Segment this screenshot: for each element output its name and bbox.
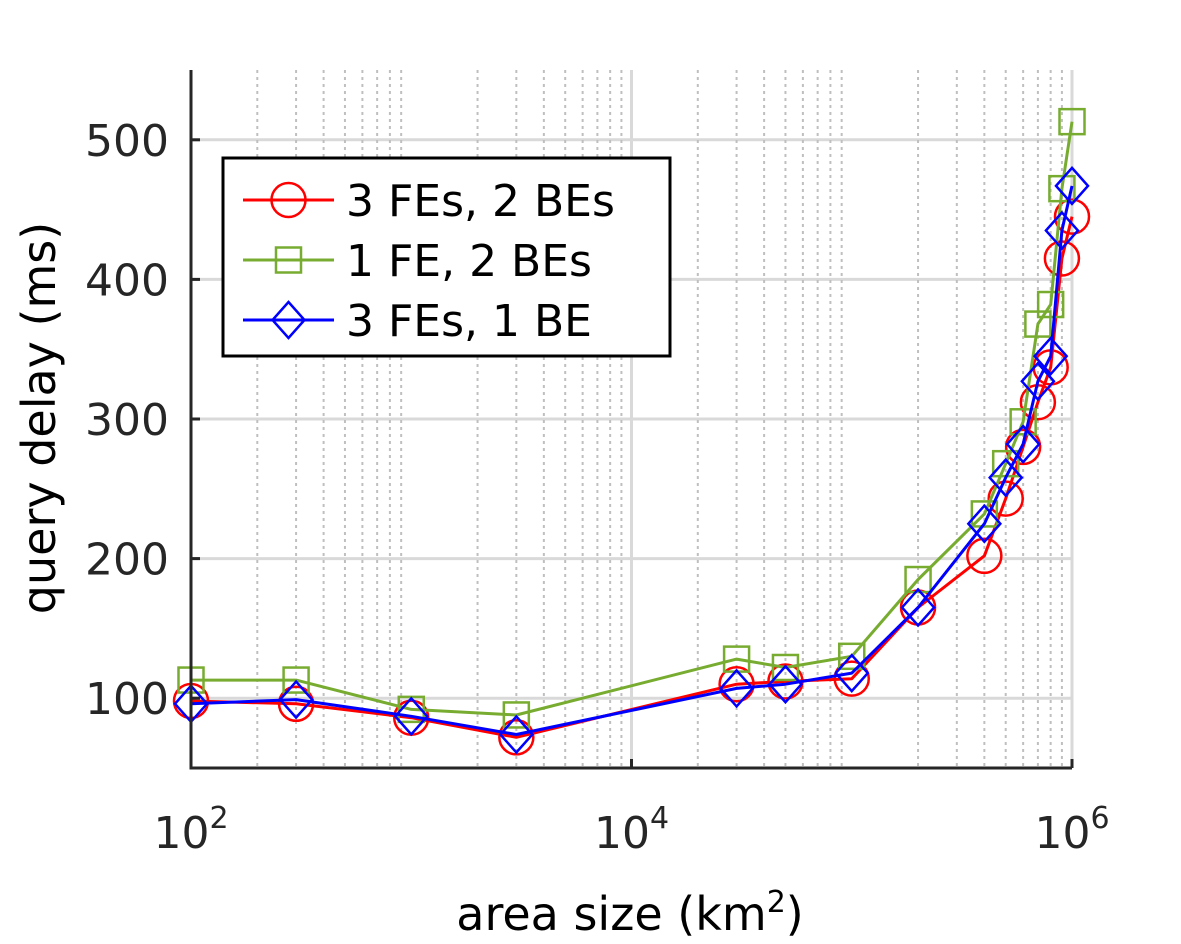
data-point-circle [987,480,1024,517]
legend-label: 3 FEs, 1 BE [346,296,592,347]
x-tick-label: 104 [594,801,669,859]
data-point-circle [270,181,307,219]
legend: 3 FEs, 2 BEs 1 FE, 2 BEs 3 FEs, 1 BE [221,156,672,358]
data-point-square [274,246,303,274]
legend-entry: 3 FEs, 1 BE [243,296,592,347]
series-3 [173,165,1090,755]
series-layer [172,107,1091,756]
grid [189,70,1074,768]
data-point-square [502,701,531,729]
data-point-diamond [270,300,307,340]
data-point-diamond [966,503,1003,544]
y-tick-label: 300 [85,395,169,446]
y-tick-label: 100 [85,674,169,725]
y-tick-label: 200 [85,535,169,586]
data-point-square [838,642,866,671]
x-tick-label: 106 [1034,801,1109,859]
data-point-square [1058,107,1086,136]
legend-entry: 1 FE, 2 BEs [243,236,592,287]
data-point-diamond [988,457,1024,498]
data-point-diamond [1044,210,1080,251]
data-point-diamond [1005,424,1041,465]
y-tick-label: 400 [85,255,169,306]
data-point-circle [277,685,315,723]
data-point-diamond [1020,361,1056,402]
data-point-square [904,565,932,594]
data-point-square [771,653,800,682]
x-axis-label-close: ) [786,887,804,941]
data-point-diamond [718,668,755,709]
series-line [190,185,1074,736]
data-point-diamond [767,664,804,705]
data-point-diamond [1054,165,1090,206]
data-point-square [1009,408,1037,436]
data-point-square [282,666,310,694]
legend-box [221,156,672,358]
data-point-circle [1053,198,1091,235]
legend-entry: 3 FEs, 2 BEs [243,176,615,227]
series-2 [177,107,1086,729]
data-point-diamond [900,587,936,628]
data-point-circle [718,665,755,703]
x-axis-label-text: area size (km [456,887,766,941]
y-axis-label: query delay (ms) [12,222,66,614]
data-point-diamond [498,714,535,755]
data-point-square [1048,174,1076,203]
x-tick-exponent: 6 [1090,801,1109,836]
x-axis-label-superscript: 2 [767,885,786,920]
data-point-diamond [393,696,429,737]
data-point-diamond [1032,336,1069,377]
x-tick-exponent: 2 [209,801,228,836]
data-point-square [1036,290,1065,319]
data-point-circle [833,660,870,697]
data-point-circle [966,537,1003,575]
x-tick-base: 10 [594,808,650,859]
data-point-diamond [834,653,870,693]
data-point-diamond [278,679,314,720]
x-tick-base: 10 [1034,808,1090,859]
x-axis-label: area size (km2) [456,885,803,941]
x-tick-base: 10 [153,808,209,859]
legend-label: 3 FEs, 2 BEs [346,176,615,227]
x-tick-label: 102 [153,801,228,859]
data-point-square [970,500,999,528]
legend-label: 1 FE, 2 BEs [346,236,592,287]
x-tick-exponent: 4 [650,801,669,836]
y-tick-label: 500 [85,116,169,167]
